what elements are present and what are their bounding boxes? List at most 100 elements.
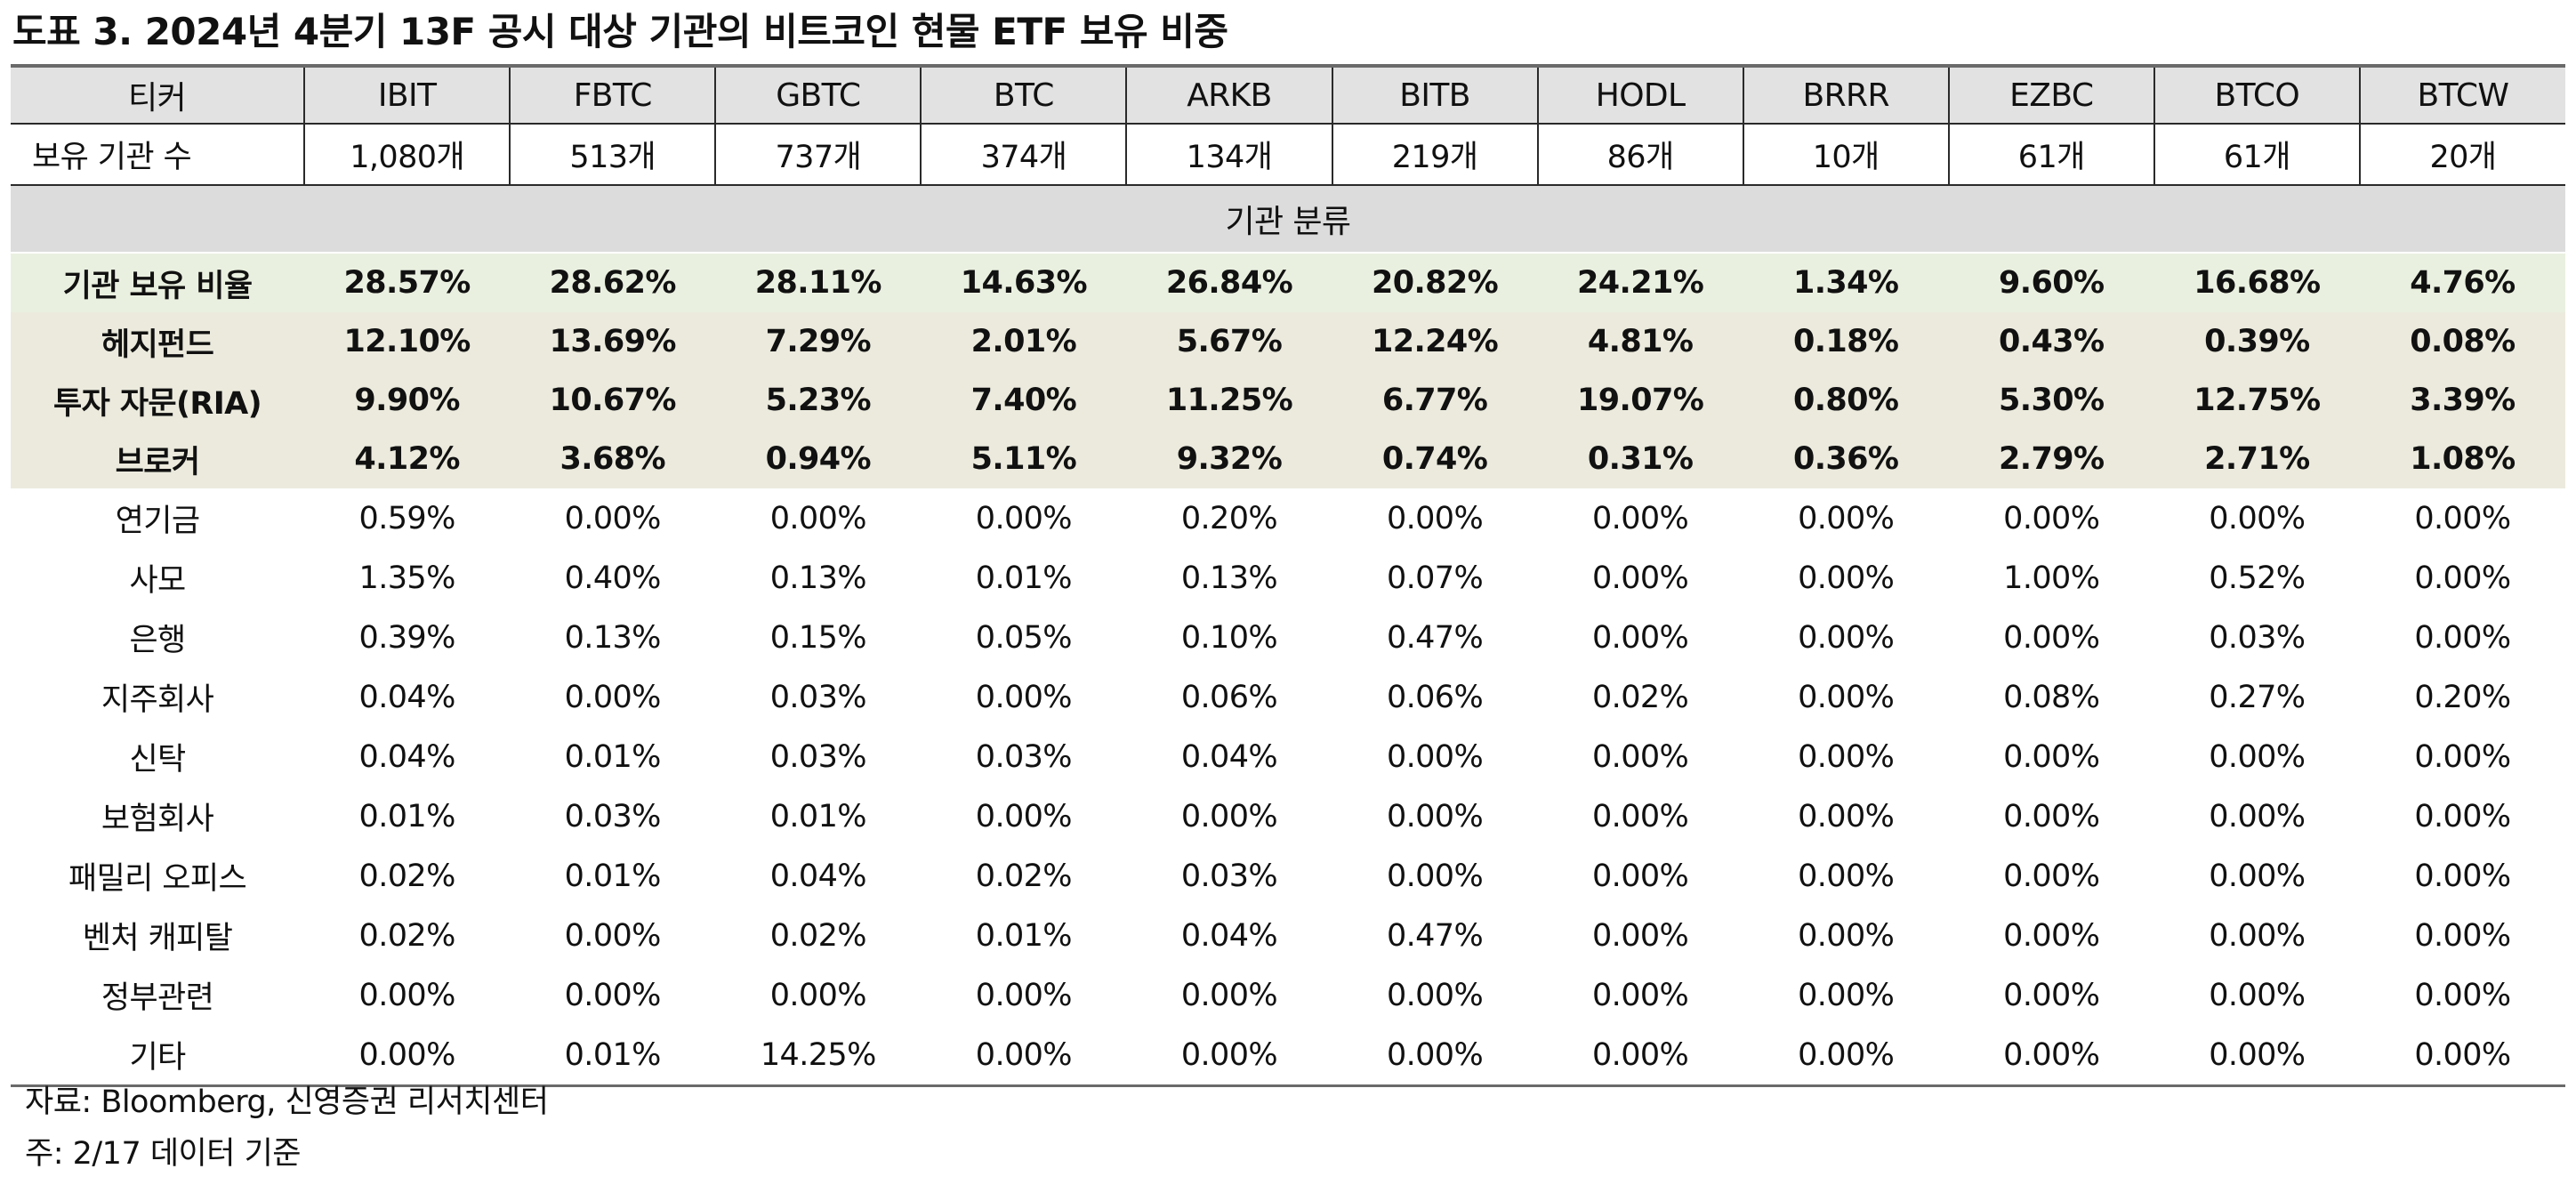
value-cell: 0.31% (1537, 430, 1743, 488)
value-cell: 0.00% (510, 667, 716, 727)
value-cell: 13.69% (510, 312, 716, 371)
value-cell: 0.02% (304, 846, 511, 906)
holder-count-cell: 86개 (1536, 123, 1743, 185)
value-cell: 0.08% (1948, 667, 2154, 727)
value-cell: 0.27% (2153, 667, 2360, 727)
holder-count-cell: 61개 (1947, 123, 2154, 185)
value-cell: 16.68% (2153, 252, 2360, 312)
value-cell: 4.76% (2359, 252, 2565, 312)
row-label: 헤지펀드 (11, 312, 305, 371)
value-cell: 0.00% (1948, 906, 2154, 965)
value-cell: 0.03% (921, 727, 1127, 786)
value-cell: 0.07% (1332, 548, 1538, 608)
row-label: 브로커 (11, 430, 305, 488)
value-cell: 0.00% (1948, 965, 2154, 1025)
value-cell: 0.00% (2359, 965, 2565, 1025)
value-cell: 11.25% (1126, 371, 1332, 430)
value-cell: 0.00% (1948, 1025, 2154, 1087)
row-label: 기타 (11, 1025, 305, 1087)
value-cell: 0.00% (1948, 727, 2154, 786)
value-cell: 5.30% (1948, 371, 2154, 430)
value-cell: 1.00% (1948, 548, 2154, 608)
ticker-header-cell: BITB (1331, 64, 1538, 124)
value-cell: 9.32% (1126, 430, 1332, 488)
value-cell: 0.00% (1332, 1025, 1538, 1087)
holder-count-cell: 20개 (2358, 123, 2565, 185)
value-cell: 0.00% (921, 965, 1127, 1025)
value-cell: 14.63% (921, 252, 1127, 312)
table-row-insurance: 보험회사 0.01% 0.03% 0.01% 0.00% 0.00% 0.00% 0.00% 0… (11, 786, 2565, 846)
value-cell: 14.25% (715, 1025, 922, 1087)
value-cell: 0.00% (1537, 786, 1743, 846)
value-cell: 0.02% (304, 906, 511, 965)
row-label: 벤처 캐피탈 (11, 906, 305, 965)
row-label: 정부관련 (11, 965, 305, 1025)
value-cell: 0.00% (1332, 488, 1538, 548)
value-cell: 0.00% (2153, 1025, 2360, 1087)
value-cell: 0.00% (1743, 608, 1949, 667)
value-cell: 0.80% (1743, 371, 1949, 430)
value-cell: 0.04% (1126, 906, 1332, 965)
table-row-bank: 은행 0.39% 0.13% 0.15% 0.05% 0.10% 0.47% 0.00% 0.0… (11, 608, 2565, 667)
value-cell: 0.00% (2153, 906, 2360, 965)
value-cell: 0.00% (1537, 846, 1743, 906)
value-cell: 2.71% (2153, 430, 2360, 488)
value-cell: 0.06% (1126, 667, 1332, 727)
value-cell: 0.00% (1743, 488, 1949, 548)
value-cell: 0.52% (2153, 548, 2360, 608)
value-cell: 0.00% (2359, 608, 2565, 667)
value-cell: 0.00% (715, 488, 922, 548)
table-row-trust: 신탁 0.04% 0.01% 0.03% 0.03% 0.04% 0.00% 0.00% 0.0… (11, 727, 2565, 786)
ticker-header-cell: BRRR (1742, 64, 1949, 124)
value-cell: 0.00% (1537, 906, 1743, 965)
value-cell: 0.94% (715, 430, 922, 488)
value-cell: 0.18% (1743, 312, 1949, 371)
holder-count-label: 보유 기관 수 (11, 123, 305, 185)
holder-count-cell: 1,080개 (303, 123, 511, 185)
value-cell: 0.00% (921, 1025, 1127, 1087)
value-cell: 0.03% (715, 727, 922, 786)
value-cell: 0.01% (715, 786, 922, 846)
value-cell: 0.00% (1537, 488, 1743, 548)
value-cell: 0.00% (2153, 727, 2360, 786)
value-cell: 5.67% (1126, 312, 1332, 371)
table-row-family-office: 패밀리 오피스 0.02% 0.01% 0.04% 0.02% 0.03% 0.00% 0.0… (11, 846, 2565, 906)
holder-count-cell: 10개 (1742, 123, 1949, 185)
value-cell: 0.20% (1126, 488, 1332, 548)
value-cell: 5.11% (921, 430, 1127, 488)
value-cell: 0.00% (1332, 965, 1538, 1025)
value-cell: 0.00% (1948, 608, 2154, 667)
value-cell: 0.00% (510, 965, 716, 1025)
table-row-investment-advisor: 투자 자문(RIA) 9.90% 10.67% 5.23% 7.40% 11.25% 6.7… (11, 371, 2565, 430)
row-label: 기관 보유 비율 (11, 252, 305, 312)
value-cell: 3.68% (510, 430, 716, 488)
ticker-header-cell: BTC (920, 64, 1127, 124)
value-cell: 0.00% (921, 786, 1127, 846)
value-cell: 0.00% (2153, 846, 2360, 906)
value-cell: 0.00% (1743, 727, 1949, 786)
ticker-header-cell: BTCW (2358, 64, 2565, 124)
value-cell: 0.00% (1332, 846, 1538, 906)
value-cell: 0.01% (510, 727, 716, 786)
holder-count-cell: 737개 (714, 123, 922, 185)
value-cell: 12.75% (2153, 371, 2360, 430)
value-cell: 12.10% (304, 312, 511, 371)
section-label: 기관 분류 (11, 184, 2565, 253)
value-cell: 0.00% (1743, 548, 1949, 608)
value-cell: 28.62% (510, 252, 716, 312)
page-title: 도표 3. 2024년 4분기 13F 공시 대상 기관의 비트코인 현물 ET… (12, 10, 1228, 53)
value-cell: 0.00% (2359, 906, 2565, 965)
table-row-hedge-fund: 헤지펀드 12.10% 13.69% 7.29% 2.01% 5.67% 12.24% 4.8… (11, 312, 2565, 371)
value-cell: 0.10% (1126, 608, 1332, 667)
value-cell: 0.00% (1743, 965, 1949, 1025)
row-label: 신탁 (11, 727, 305, 786)
value-cell: 0.01% (510, 1025, 716, 1087)
value-cell: 0.00% (1126, 965, 1332, 1025)
value-cell: 9.60% (1948, 252, 2154, 312)
value-cell: 0.20% (2359, 667, 2565, 727)
value-cell: 0.00% (1743, 1025, 1949, 1087)
ticker-header-cell: FBTC (509, 64, 716, 124)
row-label: 연기금 (11, 488, 305, 548)
value-cell: 0.00% (1126, 1025, 1332, 1087)
value-cell: 1.35% (304, 548, 511, 608)
